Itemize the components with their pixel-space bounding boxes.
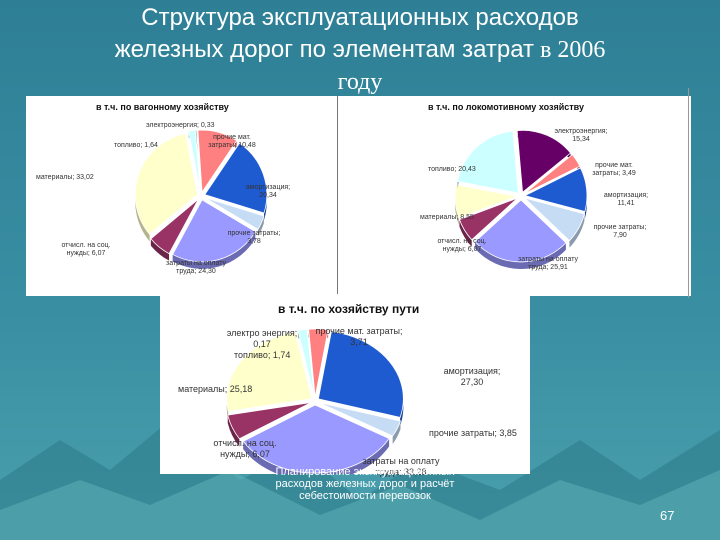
pie-slice	[458, 197, 518, 241]
slice-label: затраты на оплату труда; 33,28	[362, 456, 440, 477]
title-line-2-main: железных дорог по элементам затрат	[114, 36, 535, 63]
slice-label: электроэнергия; 0,33	[146, 122, 215, 129]
pie-chart-wagon: в т.ч. по вагонному хозяйству электроэне…	[26, 96, 336, 296]
pie-slice-side	[459, 219, 472, 247]
pie-slice-side	[172, 231, 256, 269]
footer-caption: Планирование эксплуатациионных расходов …	[275, 466, 455, 502]
pie-slice	[454, 184, 519, 219]
pie-chart-track: в т.ч. по хозяйству пути электро энергия…	[160, 296, 530, 477]
pie-slice	[474, 199, 567, 263]
pie-slice-side	[150, 238, 170, 261]
pie-chart-loco: в т.ч. по локомотивному хозяйству электр…	[336, 96, 691, 296]
slice-label: прочие мат. затраты; 3,49	[592, 162, 636, 177]
pie-slice	[204, 197, 265, 230]
pie-slice	[242, 404, 390, 474]
pie-svg-wagon	[134, 129, 268, 269]
chart-border-line	[688, 88, 689, 298]
pie-slice	[188, 129, 201, 193]
chart-title-loco: в т.ч. по локомотивному хозяйству	[428, 102, 584, 112]
pie-slice	[456, 130, 519, 194]
slice-label: топливо; 20,43	[428, 166, 476, 173]
slice-label: электроэнергия; 15,34	[554, 128, 608, 143]
pie-slice	[150, 198, 199, 255]
slice-label: прочие затраты; 3,85	[429, 428, 517, 438]
pie-slice-side	[455, 184, 459, 225]
slice-label: амортизация; 27,30	[443, 366, 501, 387]
pie-slice	[134, 133, 198, 235]
pie-slice	[308, 328, 329, 398]
slice-label: амортизация; 20,34	[245, 184, 291, 199]
pie-slice	[317, 331, 404, 418]
slice-label: электро энергия; 0,17	[226, 328, 298, 349]
pie-slice	[172, 199, 256, 263]
pie-slice	[516, 129, 572, 194]
title-line-2-suffix: в 2006	[534, 37, 606, 63]
title-line-3: году	[337, 69, 383, 95]
pie-slice	[197, 129, 238, 194]
slice-label: отчисл. на соц. нужды; 6,07	[437, 238, 487, 253]
title-line-1: Структура эксплуатационных расходов	[141, 4, 579, 31]
pie-slice-side	[475, 241, 566, 269]
chart-title-wagon: в т.ч. по вагонному хозяйству	[96, 102, 229, 112]
slice-label: отчисл. на соц. нужды; 6,07	[213, 438, 277, 459]
pie-slice-side	[227, 415, 240, 447]
chart-title-track: в т.ч. по хозяйству пути	[278, 302, 420, 316]
pie-slice	[524, 154, 581, 195]
slice-label: материалы; 25,18	[178, 384, 253, 394]
pie-slice	[297, 328, 315, 398]
slice-label: материалы; 33,02	[36, 174, 94, 181]
slice-label: прочие мат. затраты; 10,48	[208, 134, 256, 149]
pie-slice-side	[569, 213, 585, 248]
title-line-2: железных дорог по элементам затрат в 200…	[40, 34, 680, 66]
slice-label: прочие затраты; 3,78	[227, 230, 281, 245]
slice-label: затраты на оплату труда; 24,30	[166, 260, 226, 275]
page-number: 67	[660, 508, 675, 523]
pie-slice	[318, 402, 402, 437]
slice-label: амортизация; 11,41	[603, 192, 649, 207]
pie-slice	[204, 142, 268, 214]
pie-slice	[523, 167, 588, 212]
pie-slice	[226, 331, 313, 412]
slice-label: отчисл. на соц. нужды; 6,07	[61, 242, 111, 257]
pie-svg-track	[226, 328, 404, 474]
slide-title: Структура эксплуатационных расходов желе…	[40, 2, 680, 98]
chart-divider	[337, 96, 338, 294]
pie-slice	[524, 197, 585, 242]
slice-label: материалы; 8,55	[420, 214, 474, 221]
slice-label: топливо; 1,64	[114, 142, 158, 149]
slice-label: затраты на оплату труда; 25,91	[518, 256, 578, 271]
slice-label: топливо; 1,74	[234, 350, 291, 360]
slice-label: прочие затраты; 7,90	[593, 224, 647, 239]
slice-label: прочие мат. затраты; 3,71	[315, 326, 403, 347]
pie-svg-loco	[454, 129, 588, 269]
